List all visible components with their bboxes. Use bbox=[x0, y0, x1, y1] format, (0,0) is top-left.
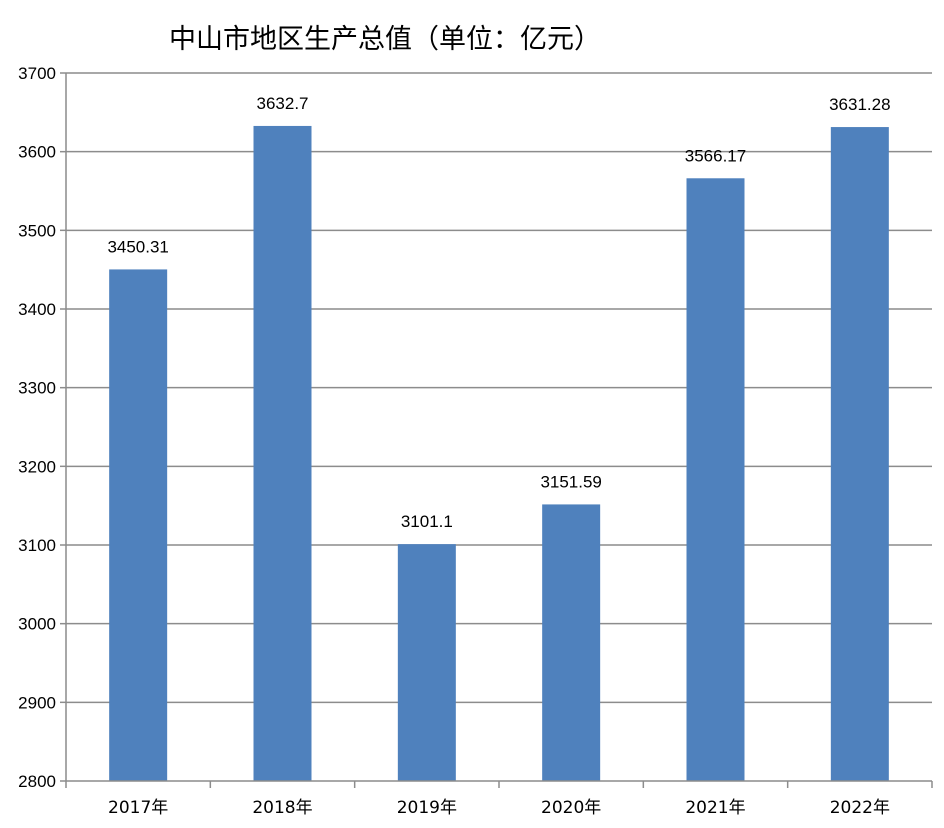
y-tick-label: 2900 bbox=[18, 693, 56, 712]
y-tick-label: 3600 bbox=[18, 143, 56, 162]
data-label: 3632.7 bbox=[257, 94, 309, 113]
y-tick-label: 3000 bbox=[18, 615, 56, 634]
x-tick-label: 2017年 bbox=[108, 798, 168, 818]
x-tick-label: 2021年 bbox=[685, 798, 745, 818]
data-label: 3631.28 bbox=[829, 95, 890, 114]
axes bbox=[60, 72, 933, 788]
y-tick-label: 2800 bbox=[18, 772, 56, 791]
bar-2021年 bbox=[686, 178, 745, 781]
chart-title: 中山市地区生产总值（单位：亿元） bbox=[169, 24, 601, 55]
y-tick-label: 3700 bbox=[18, 64, 56, 83]
y-axis-tick-labels: 2800 2900 3000 3100 3200 3300 3400 3500 3600 3700 bbox=[18, 64, 56, 791]
bar-2018年 bbox=[253, 125, 312, 781]
x-tick-label: 2019年 bbox=[397, 798, 457, 818]
x-tick-label: 2020年 bbox=[541, 798, 601, 818]
y-tick-label: 3400 bbox=[18, 300, 56, 319]
gridlines bbox=[66, 72, 932, 704]
bar-2017年 bbox=[109, 269, 168, 781]
bar-2020年 bbox=[542, 504, 601, 781]
y-tick-label: 3100 bbox=[18, 536, 56, 555]
data-label: 3101.1 bbox=[401, 512, 453, 531]
bars bbox=[109, 125, 889, 781]
data-label: 3450.31 bbox=[107, 237, 168, 256]
y-tick-label: 3200 bbox=[18, 457, 56, 476]
data-labels: 3450.31 3632.7 3101.1 3151.59 3566.17 3631.28 bbox=[107, 94, 890, 531]
x-tick-label: 2018年 bbox=[252, 798, 312, 818]
data-label: 3151.59 bbox=[540, 472, 601, 491]
x-axis-tick-labels: 2017年 2018年 2019年 2020年 2021年 2022年 bbox=[108, 798, 890, 818]
y-tick-label: 3500 bbox=[18, 221, 56, 240]
y-tick-label: 3300 bbox=[18, 379, 56, 398]
bar-2019年 bbox=[397, 544, 456, 781]
bar-2022年 bbox=[830, 127, 889, 781]
x-tick-label: 2022年 bbox=[830, 798, 890, 818]
data-label: 3566.17 bbox=[685, 146, 746, 165]
